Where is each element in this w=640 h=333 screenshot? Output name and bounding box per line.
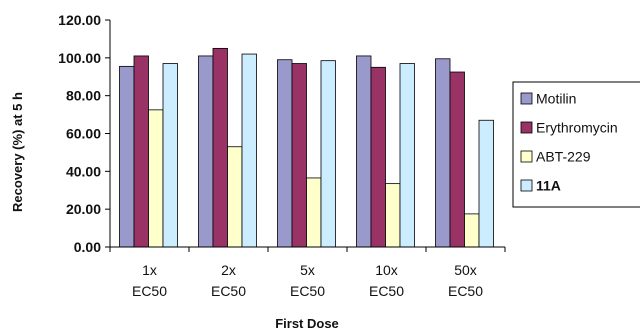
legend-label: ABT-229 (536, 149, 591, 165)
bar-erythromycin (212, 47, 228, 248)
x-category-label: 50x (454, 262, 477, 278)
x-category-label: 5x (300, 262, 315, 278)
x-category-label: EC50 (132, 283, 167, 299)
bar-abt-229 (227, 146, 243, 248)
bar-erythromycin (449, 71, 465, 248)
bars (119, 47, 494, 248)
legend-swatch (520, 150, 533, 163)
y-tick-label: 40.00 (66, 163, 101, 179)
bar-motilin (198, 55, 214, 248)
y-tick-label: 100.00 (58, 50, 101, 66)
y-tick-label: 120.00 (58, 12, 101, 28)
legend-swatch (520, 92, 533, 105)
bar-11a (241, 53, 257, 248)
y-axis-title: Recovery (%) at 5 h (10, 92, 25, 212)
x-category-label: EC50 (369, 283, 404, 299)
legend: Motilin Erythromycin ABT-229 11A (512, 81, 640, 208)
x-category-label: 2x (221, 262, 236, 278)
bar-motilin (277, 59, 293, 248)
bar-erythromycin (133, 55, 149, 248)
x-axis-title: First Dose (275, 316, 339, 331)
bar-abt-229 (148, 109, 164, 248)
legend-label: 11A (536, 178, 561, 194)
x-category-label: EC50 (211, 283, 246, 299)
y-tick-label: 20.00 (66, 201, 101, 217)
y-tick-label: 80.00 (66, 88, 101, 104)
legend-label: Motilin (536, 91, 576, 107)
bar-motilin (356, 55, 372, 248)
y-axis-ticks: 0.00 20.00 40.00 60.00 80.00 100.00 120.00 (58, 12, 110, 255)
bar-11a (162, 63, 178, 248)
bar-abt-229 (464, 213, 480, 248)
bar-erythromycin (291, 63, 307, 248)
x-category-label: 1x (142, 262, 157, 278)
bar-motilin (119, 65, 135, 248)
bar-11a (478, 119, 494, 248)
bar-abt-229 (306, 177, 322, 248)
x-category-label: EC50 (448, 283, 483, 299)
legend-label: Erythromycin (536, 120, 618, 136)
legend-box (512, 81, 640, 208)
legend-swatch (520, 121, 533, 134)
bar-erythromycin (370, 66, 386, 248)
bar-abt-229 (385, 183, 401, 248)
bar-11a (399, 63, 415, 248)
x-category-label: EC50 (290, 283, 325, 299)
legend-swatch (520, 179, 533, 192)
x-axis-categories: 1x EC50 2x EC50 5x EC50 10x EC50 50x EC50 (109, 247, 506, 299)
bar-11a (320, 60, 336, 248)
y-tick-label: 0.00 (74, 239, 101, 255)
x-category-label: 10x (375, 262, 398, 278)
y-tick-label: 60.00 (66, 126, 101, 142)
bar-motilin (435, 58, 451, 248)
